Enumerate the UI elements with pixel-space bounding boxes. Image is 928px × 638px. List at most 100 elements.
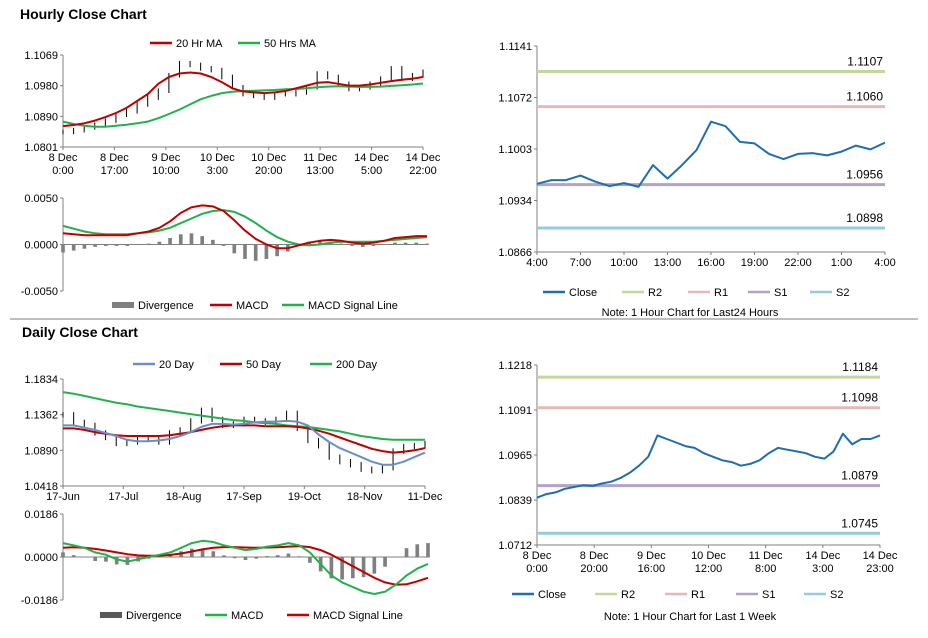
- hourly-price-x-tick-label: 17:00: [101, 165, 129, 177]
- hourly-level-s1-label: 1.0956: [846, 168, 883, 182]
- daily-levels-x-tick-label: 23:00: [866, 563, 894, 575]
- daily-levels-x-tick-label: 14 Dec: [863, 550, 898, 562]
- hourly-divergence-bar: [253, 244, 258, 261]
- hourly-level-r2-label: 1.1107: [847, 54, 883, 68]
- hourly-divergence-bar: [414, 242, 419, 245]
- legend-swatch: [112, 302, 134, 308]
- daily-level-r2-label: 1.1184: [842, 360, 878, 374]
- daily-divergence-bar: [286, 553, 291, 558]
- hourly-divergence-bar: [71, 244, 76, 251]
- hourly-price-x-tick-label: 13:00: [306, 165, 334, 177]
- daily-divergence-bar: [383, 557, 387, 567]
- hourly-price-x-tick-label: 20:00: [255, 165, 283, 177]
- hourly-price-x-tick-label: 10:00: [152, 165, 180, 177]
- daily-price-x-tick-label: 18-Nov: [347, 491, 383, 503]
- legend-label: Divergence: [138, 300, 194, 312]
- daily-section-title: Daily Close Chart: [22, 324, 138, 340]
- daily-divergence-bar: [114, 557, 119, 565]
- daily-divergence-bar: [426, 543, 430, 558]
- hourly-divergence-bar: [264, 244, 269, 259]
- hourly-price-x-tick-label: 11 Dec: [303, 152, 338, 164]
- daily-levels-x-tick-label: 12:00: [695, 563, 723, 575]
- hourly-price-x-tick-label: 14 Dec: [406, 152, 441, 164]
- daily-divergence-bar: [275, 555, 280, 558]
- hourly-level-s2-label: 1.0898: [846, 211, 883, 225]
- daily-divergence-bar: [93, 557, 98, 561]
- legend-label: 50 Hrs MA: [264, 38, 317, 50]
- legend-label: S1: [774, 287, 787, 299]
- daily-levels-y-tick-label: 1.1091: [498, 405, 532, 417]
- hourly-section-title: Hourly Close Chart: [20, 6, 147, 22]
- daily-level-r1-label: 1.1098: [841, 391, 878, 405]
- daily-price-y-tick-label: 1.0890: [24, 445, 58, 457]
- hourly-divergence-bar: [318, 240, 322, 245]
- hourly-price-x-tick-label: 10 Dec: [251, 152, 286, 164]
- daily-price-y-tick-label: 1.0418: [24, 481, 58, 493]
- hourly-divergence-bar: [360, 244, 365, 247]
- hourly-divergence-bar: [200, 236, 204, 245]
- daily-divergence-bar: [200, 548, 205, 558]
- legend-label: R1: [691, 589, 705, 601]
- daily-signal-line: [62, 545, 429, 586]
- hourly-price-x-tick-label: 14 Dec: [354, 152, 389, 164]
- hourly-levels-y-tick-label: 1.0866: [498, 247, 532, 259]
- legend-label: R2: [621, 589, 635, 601]
- hourly-macd-y-tick-label: -0.0050: [21, 286, 58, 298]
- daily-levels-x-tick-label: 3:00: [812, 563, 833, 575]
- hourly-divergence-bar: [104, 244, 108, 246]
- hourly-divergence-bar: [146, 243, 151, 245]
- daily-price-x-tick-label: 17-Jul: [108, 491, 138, 503]
- daily-divergence-bar: [222, 555, 226, 558]
- hourly-price-x-tick-label: 9 Dec: [151, 152, 180, 164]
- hourly-price-y-tick-label: 1.0980: [24, 81, 58, 93]
- hourly-price-y-tick-label: 1.1069: [24, 50, 58, 62]
- daily-divergence-bar: [243, 557, 248, 561]
- hourly-macd-y-tick-label: 0.0000: [24, 240, 58, 252]
- hourly-levels-x-tick-label: 7:00: [570, 257, 591, 269]
- hourly-levels-x-tick-label: 16:00: [697, 257, 725, 269]
- daily-price-y-tick-label: 1.1834: [24, 374, 58, 386]
- hourly-macd-legend: Divergence MACD MACD Signal Line: [112, 300, 398, 312]
- legend-label: MACD: [236, 300, 268, 312]
- daily-levels-x-tick-label: 16:00: [638, 563, 666, 575]
- daily-divergence-bar: [157, 556, 162, 558]
- daily-price-legend: 20 Day 50 Day 200 Day: [133, 359, 377, 371]
- daily-ma200-line: [62, 391, 425, 441]
- hourly-levels-legend: Close R2 R1 S1 S2: [543, 287, 849, 299]
- daily-divergence-bar: [404, 548, 409, 558]
- daily-levels-y-tick-label: 1.1218: [498, 360, 532, 372]
- hourly-divergence-bar: [61, 244, 65, 253]
- daily-divergence-bar: [415, 544, 420, 558]
- daily-level-s2-label: 1.0745: [841, 516, 878, 530]
- hourly-level-r1-label: 1.1060: [846, 90, 883, 104]
- daily-price-y-tick-label: 1.1362: [24, 410, 58, 422]
- hourly-macd-y-tick-label: 0.0050: [24, 193, 58, 205]
- daily-levels-x-tick-label: 14 Dec: [805, 550, 840, 562]
- daily-divergence-bar: [393, 557, 398, 558]
- daily-levels-x-tick-label: 0:00: [526, 563, 547, 575]
- hourly-divergence-bar: [82, 244, 87, 249]
- hourly-divergence-bar: [232, 244, 237, 254]
- legend-label: 20 Hr MA: [176, 38, 223, 50]
- hourly-levels-x-tick-label: 19:00: [741, 257, 769, 269]
- daily-divergence-bar: [189, 548, 194, 558]
- daily-divergence-bar: [372, 557, 377, 574]
- legend-label: Close: [569, 287, 597, 299]
- daily-divergence-bar: [351, 557, 355, 579]
- legend-label: R2: [648, 287, 662, 299]
- hourly-levels-x-tick-label: 22:00: [784, 257, 812, 269]
- daily-divergence-bar: [329, 557, 334, 579]
- hourly-price-x-tick-label: 8 Dec: [100, 152, 129, 164]
- hourly-divergence-bar: [243, 244, 247, 259]
- daily-divergence-bar: [340, 557, 344, 580]
- hourly-price-x-tick-label: 0:00: [52, 165, 73, 177]
- legend-label: MACD: [231, 610, 263, 622]
- hourly-ma20-line: [62, 71, 424, 128]
- hourly-levels-note: Note: 1 Hour Chart for Last24 Hours: [602, 307, 779, 319]
- hourly-levels-y-tick-label: 1.1072: [498, 93, 532, 105]
- hourly-price-x-tick-label: 8 Dec: [49, 152, 78, 164]
- daily-ma50-line: [63, 424, 426, 454]
- daily-divergence-bar: [211, 551, 216, 558]
- hourly-levels-x-tick-label: 13:00: [654, 257, 682, 269]
